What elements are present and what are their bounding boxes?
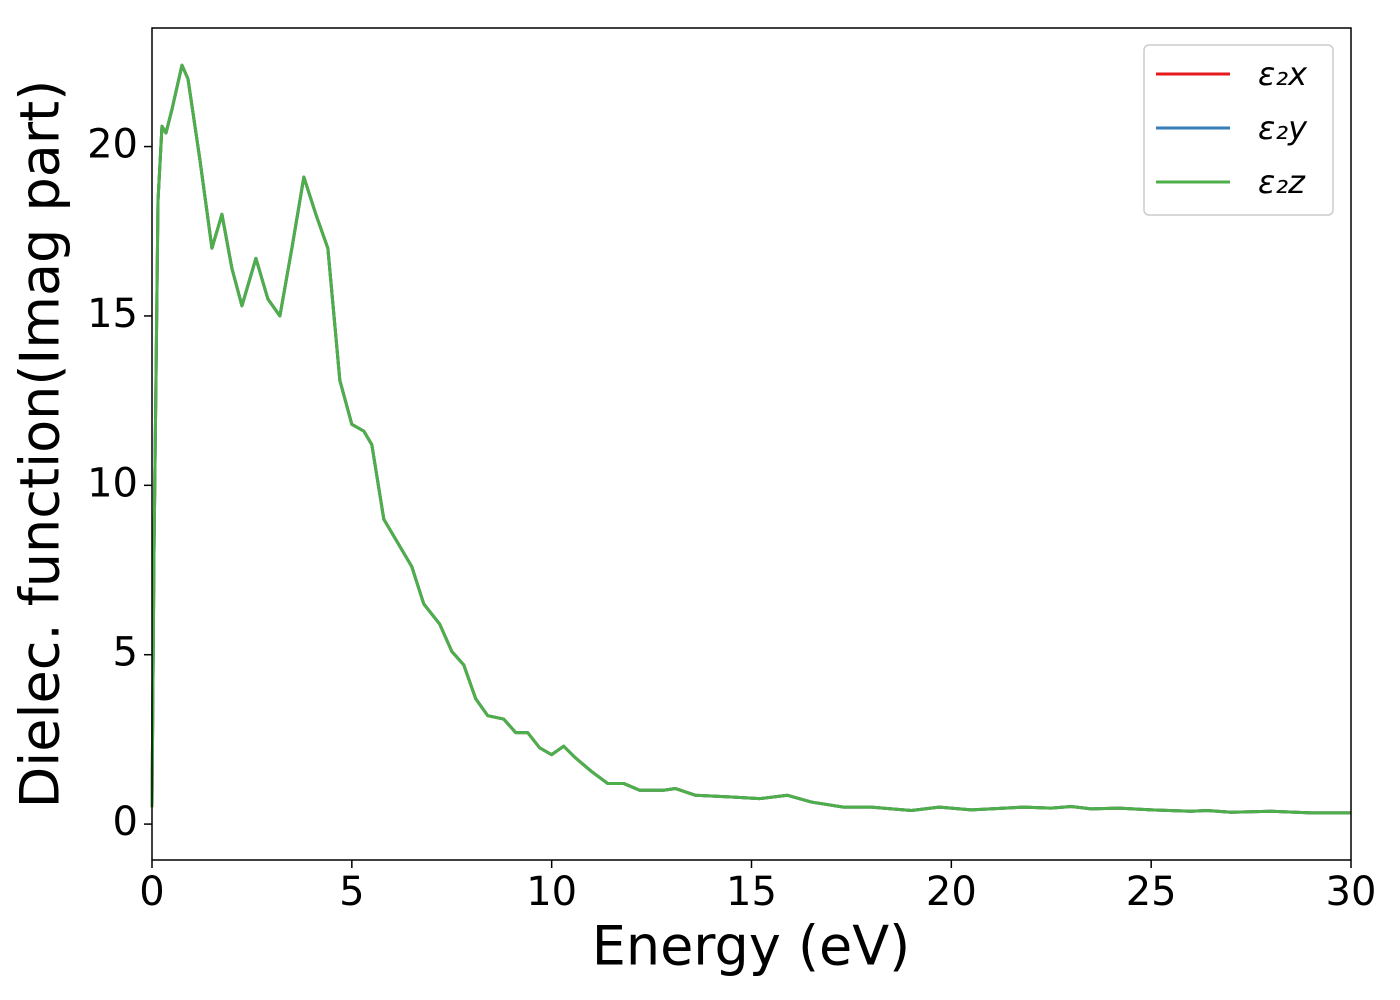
y-tick-label: 15 [87,291,138,337]
x-tick-label: 30 [1326,869,1377,915]
x-tick-label: 0 [139,869,164,915]
x-tick-label: 25 [1126,869,1177,915]
y-tick-label: 5 [113,630,138,676]
x-tick-label: 5 [339,869,364,915]
legend-box [1143,44,1334,216]
plot-frame [151,27,1352,861]
y-tick-label: 10 [87,460,138,506]
legend-label: ε₂z [1258,163,1306,201]
legend-label: ε₂x [1258,55,1308,93]
data-line [150,63,1351,815]
x-axis-label: Energy (eV) [592,915,911,978]
x-tick-label: 10 [526,869,577,915]
y-tick-label: 0 [113,799,138,845]
y-axis-label: Dielec. function(Imag part) [9,80,72,809]
legend-label: ε₂y [1258,109,1308,147]
x-tick-label: 15 [726,869,777,915]
x-tick-label: 20 [926,869,977,915]
y-tick-label: 20 [87,122,138,168]
